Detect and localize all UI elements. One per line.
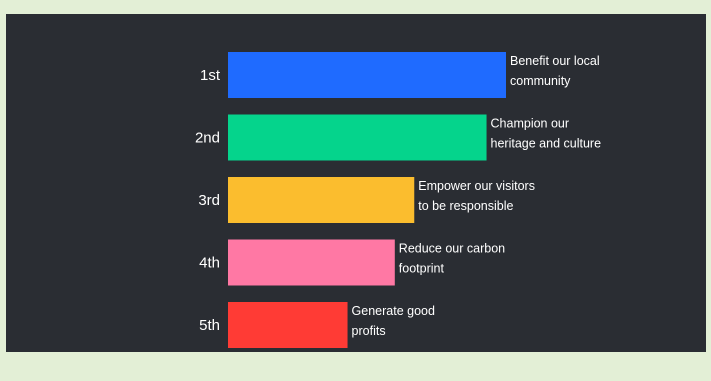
bar-2 — [228, 114, 487, 161]
bar-1 — [228, 52, 506, 98]
rank-label-3: 3rd — [198, 192, 220, 209]
bar-2-label-line-1: Champion our — [491, 117, 570, 131]
bar-4-label-line-2: footprint — [399, 262, 445, 276]
bar-4-label-line-1: Reduce our carbon — [399, 242, 505, 256]
bar-5-label-line-2: profits — [352, 324, 386, 338]
bar-3-label-line-1: Empower our visitors — [418, 179, 535, 193]
bar-1-label-line-1: Benefit our local — [510, 54, 600, 68]
rank-label-4: 4th — [199, 255, 220, 272]
bar-2-label-line-2: heritage and culture — [491, 137, 602, 151]
rank-label-1: 1st — [200, 67, 221, 84]
bar-3-label-line-2: to be responsible — [418, 199, 513, 213]
bar-5-label-line-1: Generate good — [352, 304, 435, 318]
chart-panel: 1st Benefit our local community 2nd Champion… — [6, 14, 706, 352]
bar-5 — [228, 302, 348, 348]
bar-1-label-line-2: community — [510, 74, 571, 88]
ranking-bar-chart: 1st Benefit our local community 2nd Champion… — [195, 52, 602, 348]
bar-4 — [228, 239, 395, 286]
rank-label-5: 5th — [199, 317, 220, 334]
bar-3 — [228, 177, 415, 223]
rank-label-2: 2nd — [195, 130, 220, 147]
